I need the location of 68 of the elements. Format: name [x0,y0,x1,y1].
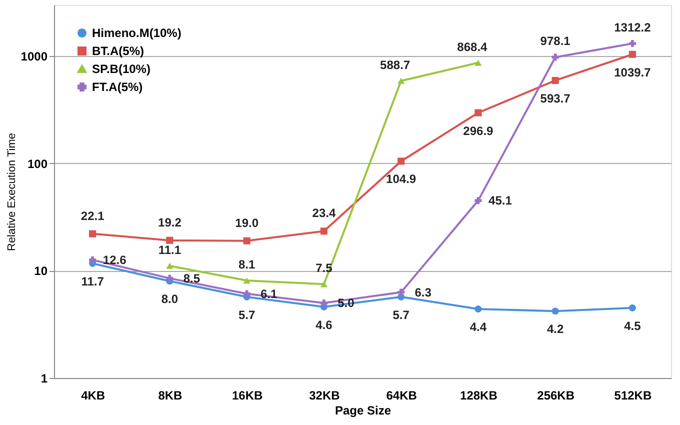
point [320,228,328,235]
data-label: 8.0 [161,292,178,306]
point [243,290,250,298]
point [320,281,328,288]
data-label: 588.7 [380,58,410,72]
point [243,237,250,244]
data-label: 5.7 [392,308,410,322]
x-tick-label: 8KB [158,388,183,402]
y-axis-title: Relative Execution Time [6,133,18,251]
point [243,277,250,284]
point [166,262,174,269]
data-label: 4.6 [316,318,333,332]
data-label: 8.5 [183,271,200,286]
data-label: 978.1 [540,34,571,48]
point [166,274,174,282]
legend-label: Himeno.M(10%) [92,26,182,40]
data-label: 5.7 [238,308,256,322]
x-tick-label: 512KB [614,388,652,402]
point [398,158,405,165]
point [474,197,482,204]
data-label: 12.6 [102,252,127,267]
point [166,236,174,244]
data-label: 593.7 [540,91,571,106]
point [474,109,482,116]
point [552,54,559,61]
y-tick-label: 1000 [20,50,48,64]
point [320,299,328,307]
data-label: 1312.2 [614,20,652,35]
data-label: 8.1 [238,258,256,272]
y-tick-label: 10 [34,264,48,278]
data-label: 296.9 [463,124,494,138]
data-label: 19.2 [158,215,182,230]
x-tick-label: 64KB [386,388,418,402]
legend-label: FT.A(5%) [92,80,143,94]
x-tick-label: 16KB [232,388,263,402]
data-label: 45.1 [488,194,512,208]
point [628,50,636,58]
data-label: 104.9 [386,172,416,186]
legend-label: BT.A(5%) [92,44,144,58]
data-label: 1039.7 [614,65,652,80]
x-tick-label: 128KB [460,388,498,402]
point [398,288,405,296]
data-label: 4.5 [624,318,642,333]
point [552,76,559,84]
point [628,40,636,48]
data-label: 11.1 [158,242,182,257]
data-label: 6.3 [414,285,432,300]
point [474,305,482,313]
data-label: 868.4 [457,40,488,54]
data-label: 19.0 [235,216,259,230]
point [552,308,559,315]
point [89,230,96,238]
legend-label: SP.B(10%) [92,62,150,76]
point [89,256,96,264]
y-tick-label: 100 [27,156,48,171]
data-label: 11.7 [81,274,104,288]
x-tick-label: 32KB [309,388,340,402]
data-label: 4.4 [470,320,487,334]
x-tick-label: 256KB [537,388,575,402]
data-label: 23.4 [312,206,336,220]
x-tick-label: 4KB [81,388,106,402]
data-label: 4.2 [546,322,564,336]
point [628,304,636,312]
data-label: 22.1 [80,208,105,223]
y-tick-label: 1 [40,372,48,386]
point [474,60,482,66]
x-axis-title: Page Size [334,404,392,418]
point [398,78,405,84]
